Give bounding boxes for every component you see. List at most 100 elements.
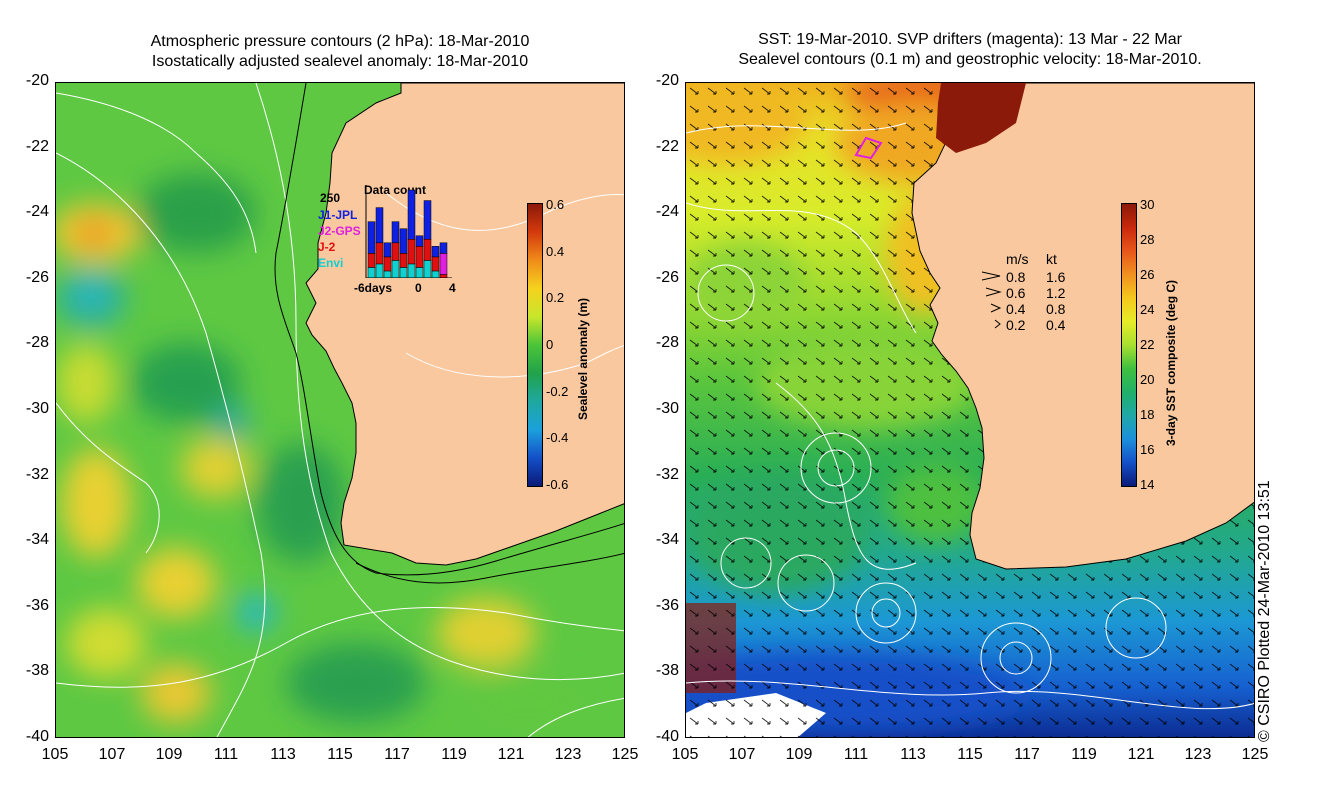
sealevel-anomaly-map: Data count 250 J1-JPL J2-GPS J-2 Envi -6…: [55, 82, 625, 738]
left-x-tick: 123: [554, 746, 582, 763]
histogram-xlabel-zero: 0: [415, 281, 422, 295]
histogram-bar-segment: [383, 256, 392, 272]
sst-svg: [686, 83, 1254, 737]
histogram-bar-segment: [415, 235, 424, 247]
left-title-line2: Isostatically adjusted sealevel anomaly:…: [151, 53, 529, 70]
land-australia-sst: [911, 83, 1254, 570]
left-y-tick: -22: [25, 137, 49, 155]
left-x-tick: 113: [270, 746, 296, 763]
histogram-axis: [365, 185, 452, 278]
right-x-tick: 121: [1127, 746, 1155, 763]
sst-map: m/s kt 0.8 1.6 0.6 1.2 0.4 0.8 0.2 0.4: [685, 82, 1255, 738]
right-y-tick: -20: [655, 72, 679, 89]
sla-colorbar-tick: 0.2: [546, 290, 565, 306]
speed-arrow-icon: [980, 317, 1002, 334]
histogram-bar-segment: [415, 267, 424, 278]
left-x-tick: 121: [497, 746, 525, 763]
sla-colorbar-label: Sealevel anomaly (m): [576, 297, 590, 420]
left-y-tick: -36: [25, 596, 49, 614]
left-title-line1: Atmospheric pressure contours (2 hPa): 1…: [150, 33, 530, 50]
right-y-tick: -38: [655, 662, 679, 680]
sst-colorbar-tick: 16: [1140, 442, 1155, 457]
sla-colorbar-tick: -0.4: [546, 430, 569, 446]
histogram-bar-segment: [407, 189, 416, 240]
data-count-histogram: Data count 250 J1-JPL J2-GPS J-2 Envi -6…: [318, 183, 458, 295]
histogram-bar-segment: [431, 270, 440, 278]
right-x-tick: 105: [671, 746, 699, 763]
histogram-bar-segment: [439, 242, 448, 254]
sla-colorbar: [527, 203, 543, 487]
right-title-line2: Sealevel contours (0.1 m) and geostrophi…: [738, 51, 1202, 68]
histogram-bar-segment: [399, 228, 408, 254]
right-x-tick: 115: [957, 746, 983, 763]
right-x-tick: 107: [728, 746, 756, 763]
histogram-bar-segment: [383, 242, 392, 258]
legend-envi: Envi: [318, 256, 344, 270]
right-y-tick: -32: [655, 465, 679, 483]
sst-colorbar-tick: 30: [1140, 197, 1155, 212]
histogram-bar-segment: [375, 242, 384, 265]
histogram-bar-segment: [391, 221, 400, 244]
right-y-tick: -22: [655, 137, 679, 155]
sla-colorbar-tick: 0: [546, 337, 554, 352]
right-x-tick: 125: [1241, 746, 1269, 763]
histogram-bars: [365, 185, 452, 278]
left-x-tick: 109: [155, 746, 183, 763]
histogram-bar-segment: [431, 256, 440, 272]
right-x-tick: 117: [1014, 746, 1040, 763]
right-y-tick: -34: [655, 531, 679, 549]
sealevel-anomaly-svg: [56, 83, 624, 737]
speed-arrow-icon: [980, 285, 1002, 302]
sst-colorbar-tick: 22: [1140, 337, 1155, 352]
right-x-tick: 109: [785, 746, 813, 763]
speed-kt-value: 1.6: [1046, 269, 1066, 285]
left-x-tick: 105: [41, 746, 69, 763]
right-y-tick: -28: [655, 334, 679, 352]
sst-colorbar-tick: 26: [1140, 267, 1155, 282]
legend-j2-gps: J2-GPS: [318, 224, 361, 238]
histogram-bar-segment: [375, 207, 384, 244]
legend-j1-jpl: J1-JPL: [318, 208, 358, 222]
right-y-tick: -24: [655, 203, 679, 221]
speed-arrow-icon: [980, 301, 1002, 318]
histogram-bar-segment: [439, 253, 448, 275]
sst-colorbar-tick: 24: [1140, 302, 1155, 317]
sst-colorbar-tick: 28: [1140, 232, 1155, 247]
sst-colorbar: [1121, 203, 1137, 487]
sst-colorbar-label: 3-day SST composite (deg C): [1164, 279, 1178, 446]
legend-j-2: J-2: [318, 240, 336, 254]
speed-ms-value: 0.4: [1006, 301, 1026, 317]
nw-shelf-warm-water: [936, 83, 1026, 153]
copyright-note: © CSIRO Plotted 24-Mar-2010 13:51: [1256, 480, 1273, 742]
left-x-tick: 119: [441, 746, 467, 763]
legend-header-ms: m/s: [1006, 251, 1029, 267]
sla-colorbar-tick: 0.4: [546, 243, 565, 259]
histogram-bar-segment: [367, 221, 376, 254]
land-australia: [305, 83, 624, 566]
left-x-tick: 117: [384, 746, 410, 763]
histogram-bar-segment: [399, 267, 408, 278]
legend-header-kt: kt: [1046, 251, 1057, 267]
sla-colorbar-tick: -0.6: [546, 477, 569, 492]
left-x-tick: 115: [327, 746, 353, 763]
right-x-tick: 123: [1184, 746, 1212, 763]
histogram-bar-segment: [399, 253, 408, 268]
histogram-bar-segment: [439, 274, 448, 278]
right-title-line1: SST: 19-Mar-2010. SVP drifters (magenta)…: [758, 31, 1182, 48]
right-x-tick: 113: [900, 746, 926, 763]
histogram-bar-segment: [367, 253, 376, 268]
left-x-tick: 107: [98, 746, 126, 763]
left-x-tick: 111: [213, 746, 239, 763]
speed-kt-value: 0.8: [1046, 301, 1066, 317]
right-y-tick: -36: [655, 596, 679, 614]
sla-field-blobs: [56, 173, 586, 733]
histogram-bar-segment: [375, 263, 384, 278]
sla-colorbar-tick: 0.6: [546, 197, 565, 212]
svp-drifter-track: [854, 136, 883, 160]
speed-ms-value: 0.2: [1006, 317, 1026, 333]
velocity-speed-legend: m/s kt 0.8 1.6 0.6 1.2 0.4 0.8 0.2 0.4: [976, 251, 1086, 351]
right-y-tick: -40: [655, 728, 679, 745]
left-y-tick: -34: [25, 531, 49, 549]
left-y-tick: -32: [25, 465, 49, 483]
histogram-bar-segment: [415, 246, 424, 268]
